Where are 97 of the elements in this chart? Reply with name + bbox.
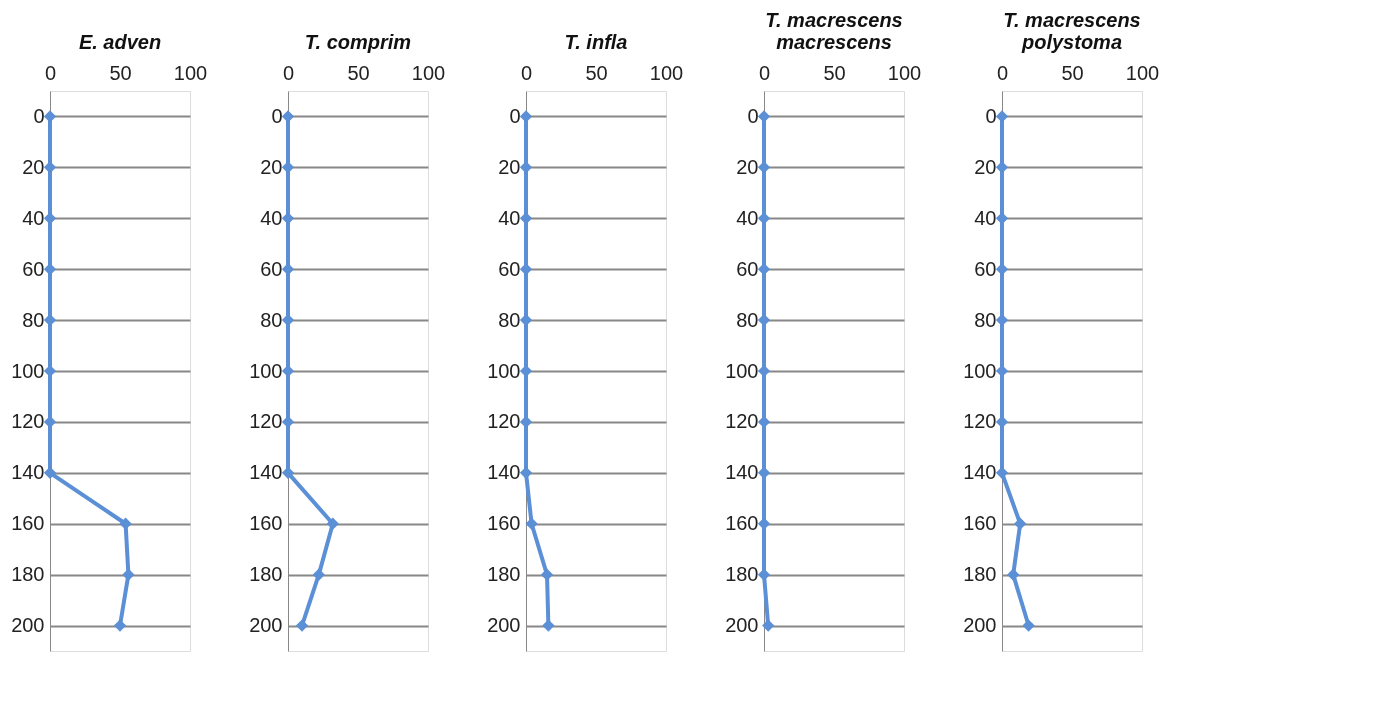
point [995,263,1009,276]
point [312,568,325,581]
x-tick-label: 100 [411,61,446,84]
x-tick-label: 50 [109,61,132,84]
y-tick-label: 200 [963,614,997,637]
y-tick-label: 100 [725,359,759,382]
point [326,517,339,530]
point [519,466,533,479]
x-tick-label: 100 [887,61,922,84]
y-tick-label: 0 [985,104,997,127]
y-tick-label: 140 [725,461,759,484]
y-tick-label: 100 [11,359,45,382]
point [43,466,57,479]
y-tick-label: 60 [736,257,759,280]
x-tick-label: 50 [347,61,370,84]
y-tick-label: 80 [22,308,45,331]
y-tick-label: 40 [498,206,521,229]
y-tick-label: 40 [22,206,45,229]
point [519,263,533,276]
point [43,212,57,225]
y-tick-label: 20 [974,155,997,178]
x-tick-label: 100 [1125,61,1160,84]
point [995,466,1009,479]
chart-title: T. macrescens macrescens [765,9,903,53]
point [281,212,295,225]
point [281,263,295,276]
point [113,619,127,632]
point [1014,517,1027,530]
y-tick-label: 80 [260,308,283,331]
y-tick-label: 200 [487,614,521,637]
y-tick-label: 60 [498,257,521,280]
y-tick-label: 200 [11,614,45,637]
y-tick-label: 180 [963,563,997,586]
y-tick-label: 40 [260,206,283,229]
y-tick-label: 160 [249,512,283,535]
point [995,110,1009,123]
y-tick-label: 20 [498,155,521,178]
point [1022,619,1035,632]
y-tick-label: 20 [22,155,45,178]
chart-title: T. macrescens polystoma [1003,9,1141,53]
y-tick-label: 60 [974,257,997,280]
y-tick-label: 180 [487,563,521,586]
chart-title: T. comprim [304,31,412,53]
x-tick-label: 50 [1061,61,1084,84]
y-tick-label: 100 [249,359,283,382]
y-tick-label: 0 [33,104,45,127]
point [295,619,309,632]
y-tick-label: 200 [249,614,283,637]
y-tick-label: 40 [974,206,997,229]
y-tick-label: 140 [11,461,45,484]
y-tick-label: 40 [736,206,759,229]
y-tick-label: 120 [11,410,45,433]
y-tick-label: 60 [22,257,45,280]
x-tick-label: 50 [585,61,608,84]
y-tick-label: 120 [725,410,759,433]
point [281,466,295,479]
y-tick-label: 0 [271,104,283,127]
y-tick-label: 140 [963,461,997,484]
y-tick-label: 180 [249,563,283,586]
y-tick-label: 80 [498,308,521,331]
point [519,110,533,123]
point [519,161,533,174]
y-tick-label: 20 [260,155,283,178]
y-tick-label: 120 [963,410,997,433]
y-tick-label: 0 [509,104,521,127]
y-tick-label: 60 [260,257,283,280]
x-tick-label: 50 [823,61,846,84]
y-tick-label: 100 [487,359,521,382]
point [281,110,295,123]
chart-title: E. adven [78,31,162,53]
y-tick-label: 140 [487,461,521,484]
x-tick-label: 100 [173,61,208,84]
y-tick-label: 80 [736,308,759,331]
point [995,212,1009,225]
point [281,161,295,174]
y-tick-label: 0 [747,104,759,127]
y-tick-label: 20 [736,155,759,178]
point [540,568,554,581]
y-tick-label: 120 [249,410,283,433]
y-tick-label: 160 [725,512,759,535]
y-tick-label: 100 [963,359,997,382]
y-tick-label: 160 [11,512,45,535]
y-tick-label: 80 [974,308,997,331]
point [995,161,1009,174]
y-tick-label: 180 [11,563,45,586]
y-tick-label: 200 [725,614,759,637]
point [43,263,57,276]
y-tick-label: 160 [963,512,997,535]
point [519,212,533,225]
y-tick-label: 140 [249,461,283,484]
point [43,161,57,174]
y-tick-label: 120 [487,410,521,433]
point [43,110,57,123]
chart-title: T. infla [564,31,628,53]
x-tick-label: 100 [649,61,684,84]
y-tick-label: 180 [725,563,759,586]
y-tick-label: 160 [487,512,521,535]
